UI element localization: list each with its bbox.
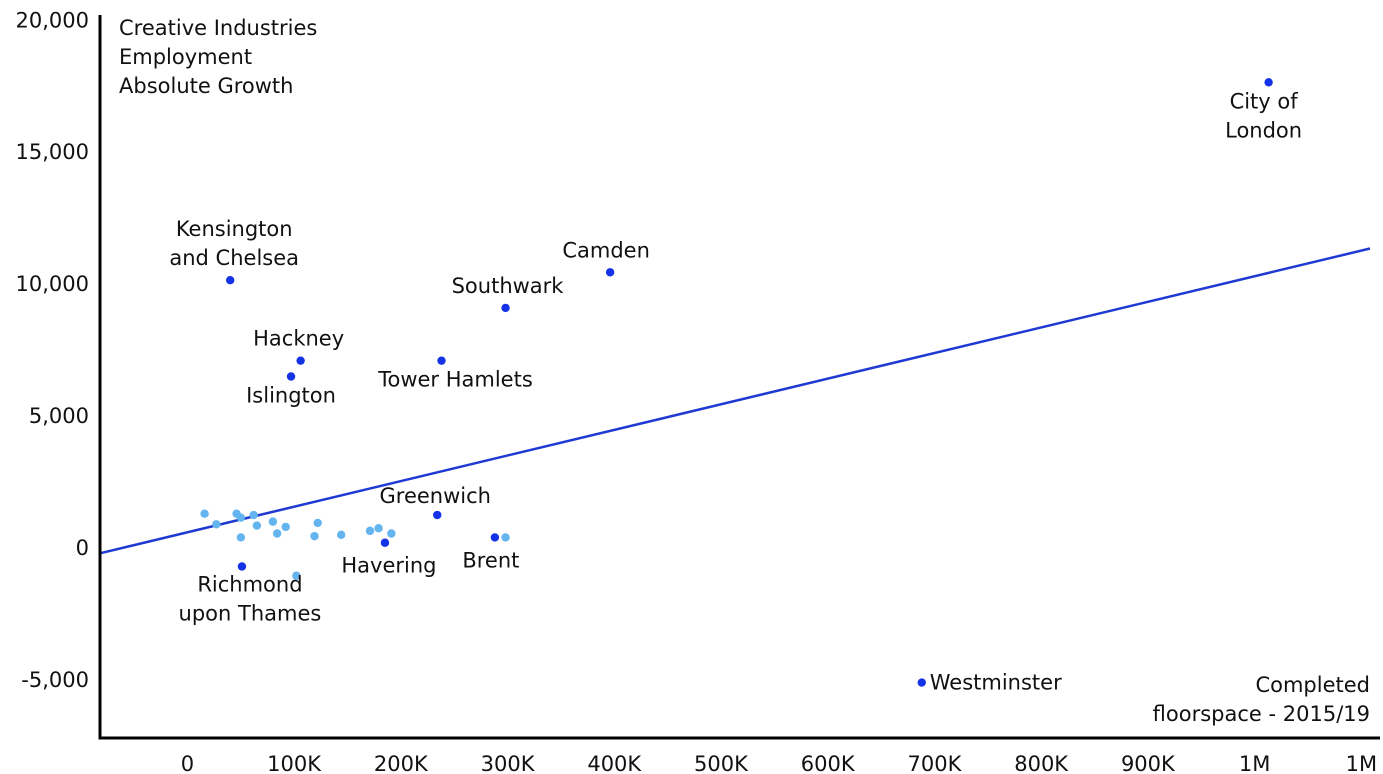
label-richmond-upon-thames: Richmond upon Thames: [179, 572, 322, 625]
label-line: upon Thames: [179, 601, 322, 625]
label-line: Greenwich: [380, 484, 491, 508]
label-line: City of: [1230, 89, 1299, 113]
point-greenwich: [433, 510, 442, 520]
point-kensington-and-chelsea: [226, 275, 235, 285]
trend-line: [99, 247, 1371, 555]
point-other-6: [236, 533, 246, 542]
label-line: Brent: [462, 548, 519, 572]
y-axis-label-line: Employment: [119, 45, 252, 69]
point-other-13: [365, 526, 375, 536]
label-islington: Islington: [246, 384, 336, 408]
point-other-12: [336, 530, 346, 540]
point-city-of-london: [1264, 78, 1273, 87]
point-southwark: [501, 303, 510, 313]
point-other-4: [249, 510, 258, 520]
point-other-5: [252, 521, 262, 530]
label-kensington-and-chelsea: Kensington and Chelsea: [169, 217, 299, 270]
label-line: Camden: [562, 238, 650, 262]
label-line: Havering: [341, 554, 436, 578]
y-axis-tick-labels: 20,000 15,000 10,000 5,000 0 -5,000: [16, 8, 89, 692]
point-hackney: [296, 356, 305, 365]
x-tick-label-7: 700K: [908, 752, 963, 774]
y-axis-label-line: Creative Industries: [119, 16, 317, 40]
x-tick-label-9: 900K: [1121, 752, 1176, 774]
y-tick-label-3: 5,000: [29, 404, 89, 428]
point-camden: [605, 268, 615, 277]
label-southwark: Southwark: [452, 274, 565, 298]
label-line: Islington: [246, 384, 336, 408]
point-havering: [380, 538, 390, 547]
label-city-of-london: City of London: [1225, 89, 1302, 142]
point-other-7: [268, 517, 278, 526]
label-line: Tower Hamlets: [377, 368, 533, 392]
x-axis-label-line: Completed: [1255, 673, 1370, 697]
point-brent: [490, 533, 500, 542]
x-axis-label: Completed floorspace - 2015/19: [1153, 673, 1370, 726]
point-other-10: [313, 518, 322, 528]
x-tick-label-2: 200K: [374, 752, 429, 774]
y-tick-label-0: 20,000: [16, 8, 89, 32]
label-line: London: [1225, 118, 1302, 142]
x-tick-label-8: 800K: [1014, 752, 1069, 774]
label-brent: Brent: [462, 548, 519, 572]
x-tick-label-11: 1M: [1346, 752, 1377, 774]
label-camden: Camden: [562, 238, 650, 262]
point-richmond-upon-thames: [237, 562, 247, 571]
y-tick-label-4: 0: [76, 536, 89, 560]
point-other-1: [212, 520, 221, 529]
x-tick-label-3: 300K: [481, 752, 536, 774]
label-line: Westminster: [930, 671, 1062, 695]
point-tower-hamlets: [437, 356, 446, 365]
y-axis-label: Creative Industries Employment Absolute Gr…: [119, 16, 317, 98]
point-other-9: [272, 529, 282, 538]
x-axis-tick-labels: 0 100K 200K 300K 400K 500K 600K 700K 800K 900K 1M 1…: [181, 752, 1377, 774]
y-axis-label-line: Absolute Growth: [119, 74, 293, 98]
x-axis-label-line: floorspace - 2015/19: [1153, 702, 1370, 726]
label-tower-hamlets: Tower Hamlets: [377, 368, 533, 392]
point-other-8: [281, 522, 290, 532]
y-tick-label-1: 15,000: [16, 140, 89, 164]
point-other-14: [374, 524, 383, 533]
label-line: Hackney: [253, 327, 344, 351]
x-tick-label-10: 1M: [1239, 752, 1270, 774]
data-point-labels: City of London Camden Kensington and Chelsea…: [169, 89, 1302, 694]
label-line: Richmond: [197, 572, 302, 596]
trend-line-group: [99, 247, 1371, 555]
point-other-15: [387, 529, 396, 538]
point-islington: [286, 372, 296, 381]
y-tick-label-2: 10,000: [16, 272, 89, 296]
y-tick-label-5: -5,000: [21, 668, 89, 692]
x-tick-label-0: 0: [181, 752, 194, 774]
point-other-11: [310, 531, 319, 541]
label-havering: Havering: [341, 554, 436, 578]
label-line: Kensington: [176, 217, 293, 241]
x-tick-label-5: 500K: [694, 752, 749, 774]
point-other-3: [236, 513, 246, 522]
label-hackney: Hackney: [253, 327, 344, 351]
point-other-17: [292, 571, 301, 580]
label-line: Southwark: [452, 274, 565, 298]
label-westminster: Westminster: [930, 671, 1062, 695]
x-tick-label-6: 600K: [801, 752, 856, 774]
point-other-0: [200, 509, 209, 518]
x-tick-label-4: 400K: [587, 752, 642, 774]
plot-area: City of London Camden Kensington and Chelsea…: [99, 78, 1371, 695]
label-greenwich: Greenwich: [380, 484, 491, 508]
data-points: [200, 78, 1273, 687]
axes: [98, 15, 1380, 740]
label-line: and Chelsea: [169, 246, 299, 270]
x-tick-label-1: 100K: [267, 752, 322, 774]
point-westminster: [917, 678, 926, 687]
point-other-16: [501, 533, 510, 542]
